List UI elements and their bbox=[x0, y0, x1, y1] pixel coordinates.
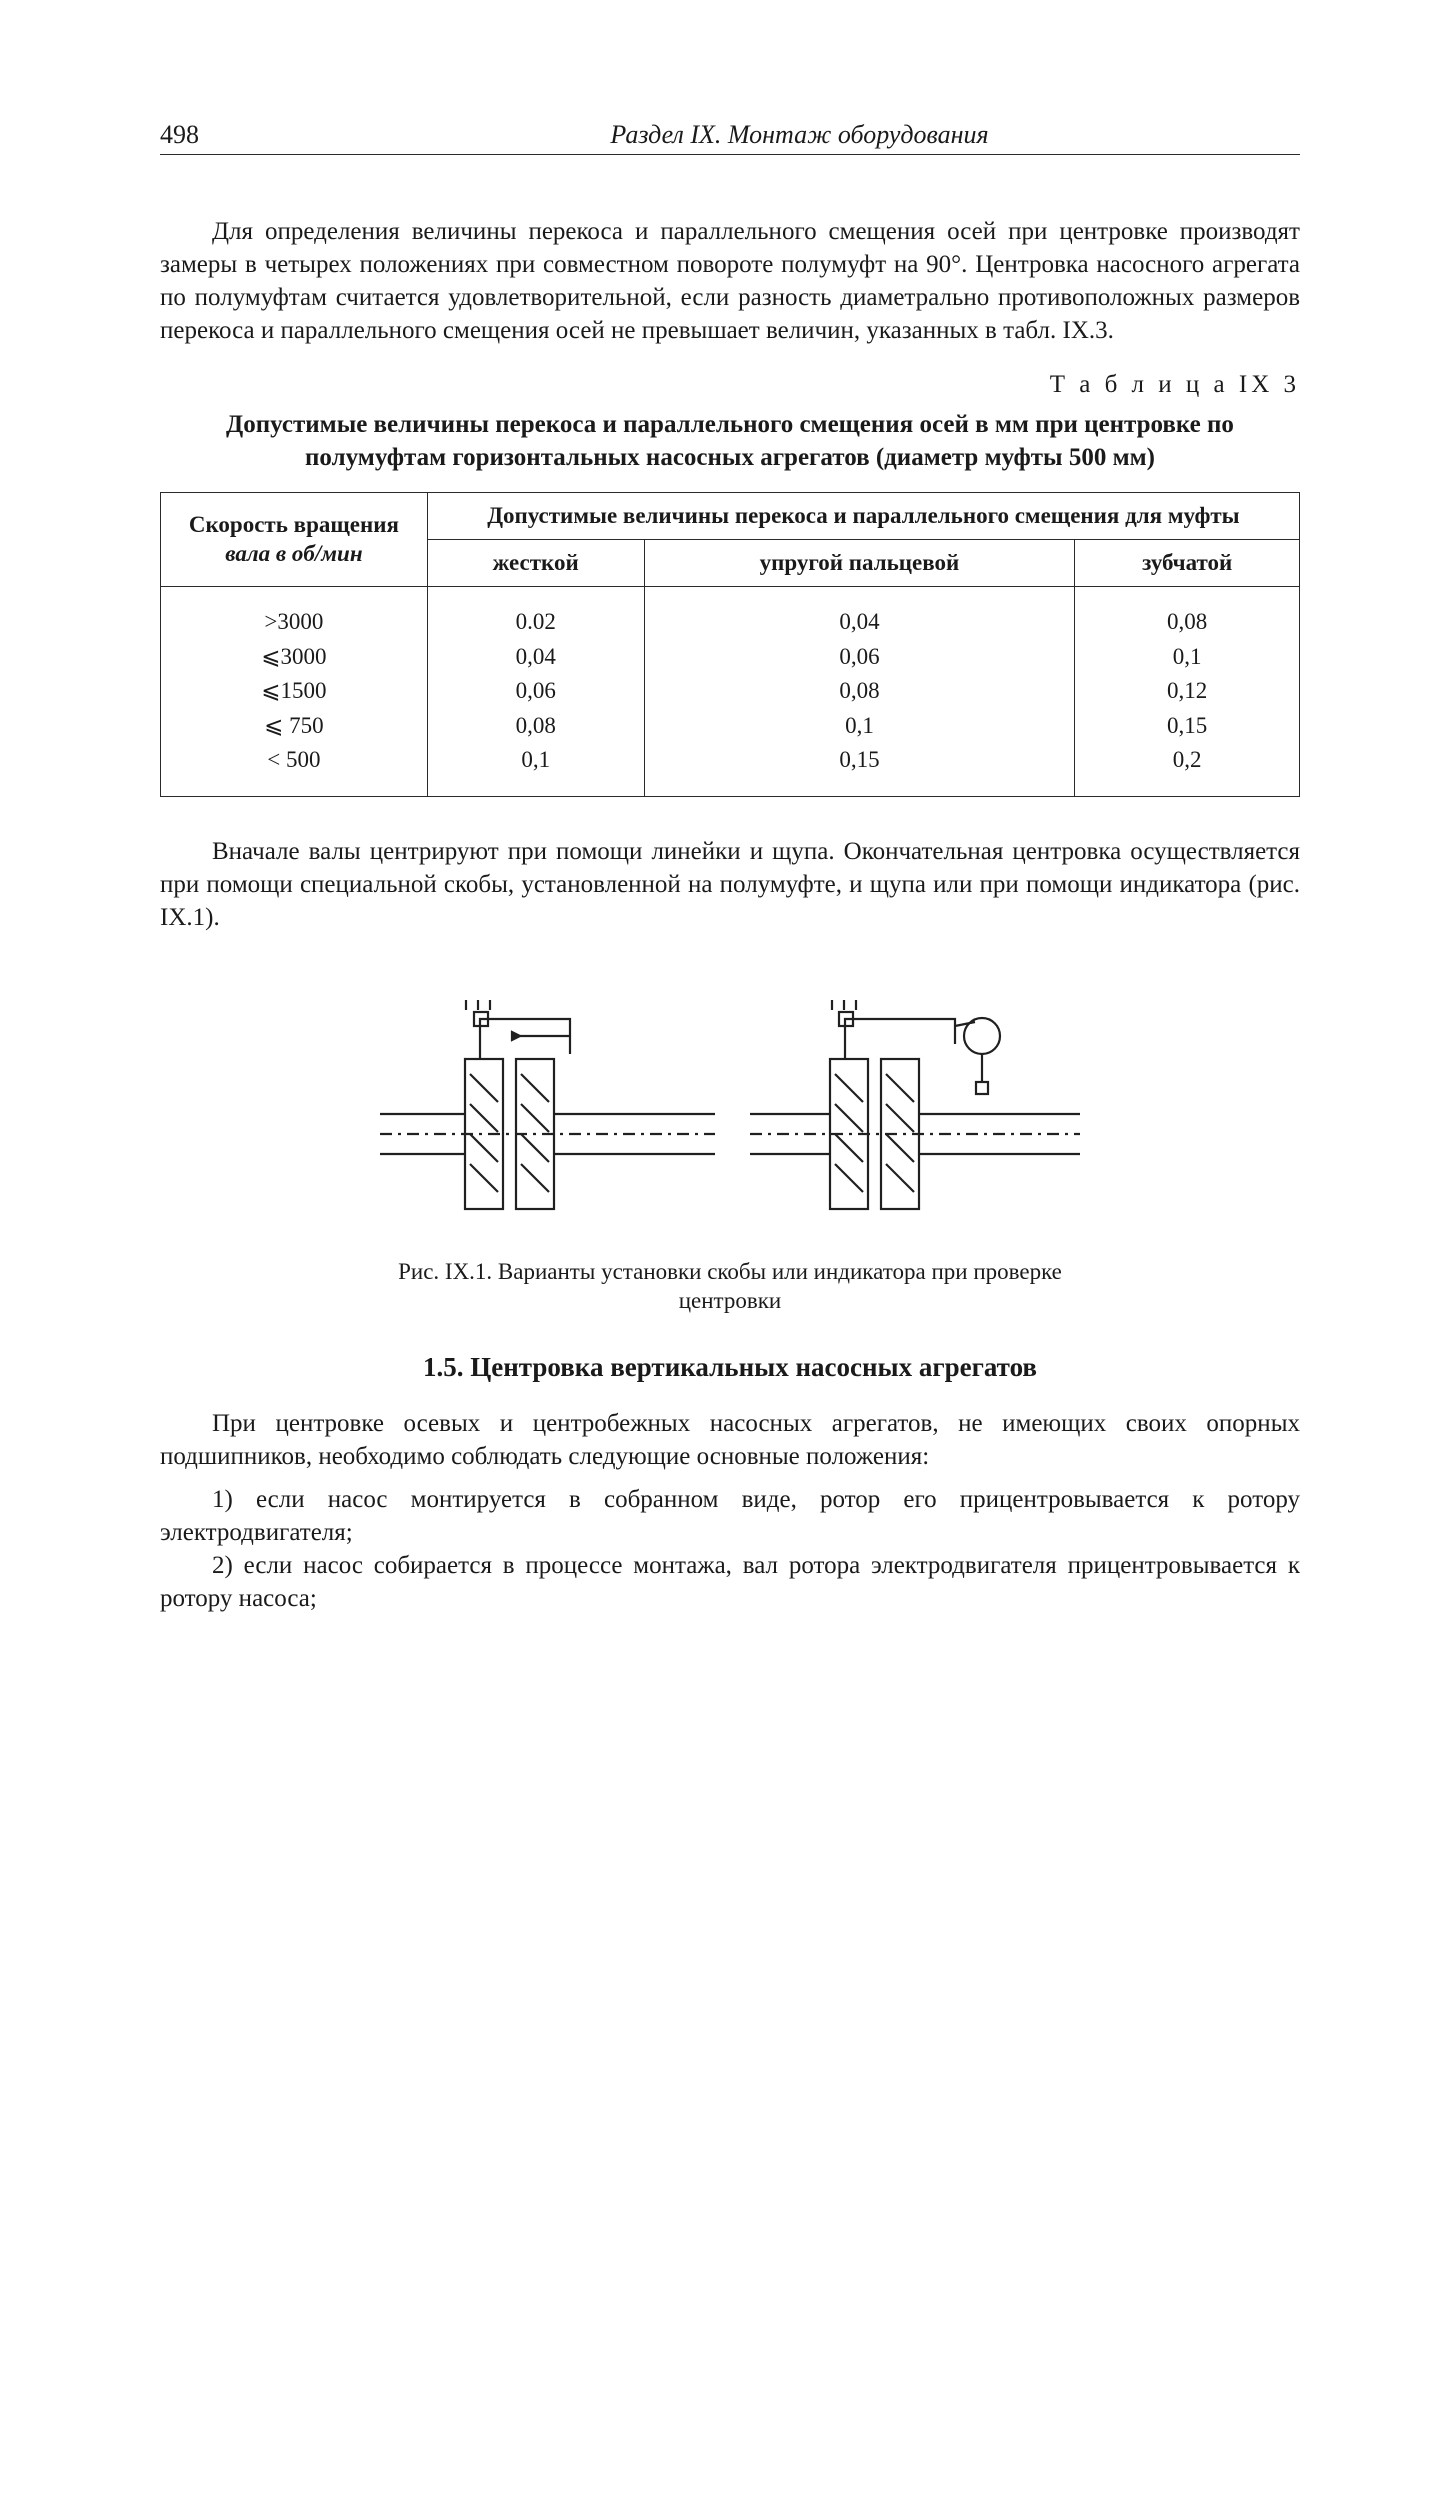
speed-0: >3000 bbox=[264, 609, 323, 634]
page-number: 498 bbox=[160, 120, 199, 150]
c3-0: 0,08 bbox=[1167, 609, 1207, 634]
row-header-l2: вала в об/мин bbox=[225, 541, 362, 566]
c3-3: 0,15 bbox=[1167, 713, 1207, 738]
speed-1: ⩽3000 bbox=[261, 644, 326, 669]
table-data-row: >3000 ⩽3000 ⩽1500 ⩽ 750 < 500 0.02 0,04 … bbox=[161, 587, 1300, 797]
c3-1: 0,1 bbox=[1173, 644, 1202, 669]
c1-3: 0,08 bbox=[516, 713, 556, 738]
c3-4: 0,2 bbox=[1173, 747, 1202, 772]
figure-caption: Рис. IX.1. Варианты установки скобы или … bbox=[390, 1257, 1070, 1317]
col3-cell: 0,08 0,1 0,12 0,15 0,2 bbox=[1075, 587, 1300, 797]
c2-4: 0,15 bbox=[839, 747, 879, 772]
c2-0: 0,04 bbox=[839, 609, 879, 634]
paragraph-intro: Для определения величины перекоса и пара… bbox=[160, 215, 1300, 347]
figure-wrap bbox=[160, 964, 1300, 1249]
c2-3: 0,1 bbox=[845, 713, 874, 738]
col-head-3: зубчатой bbox=[1075, 540, 1300, 587]
table-label: Т а б л и ц а IX 3 bbox=[160, 371, 1300, 399]
col-head-2: упругой пальцевой bbox=[644, 540, 1075, 587]
span-header-cell: Допустимые величины перекоса и параллель… bbox=[427, 493, 1299, 540]
speed-3: ⩽ 750 bbox=[264, 713, 324, 738]
c1-4: 0,1 bbox=[521, 747, 550, 772]
c1-1: 0,04 bbox=[516, 644, 556, 669]
col2-cell: 0,04 0,06 0,08 0,1 0,15 bbox=[644, 587, 1075, 797]
table-header-row-1: Скорость вращения вала в об/мин Допустим… bbox=[161, 493, 1300, 540]
col-head-1: жесткой bbox=[427, 540, 644, 587]
c1-0: 0.02 bbox=[516, 609, 556, 634]
paragraph-procedure: Вначале валы центрируют при помощи линей… bbox=[160, 835, 1300, 934]
speed-cell: >3000 ⩽3000 ⩽1500 ⩽ 750 < 500 bbox=[161, 587, 428, 797]
col1-cell: 0.02 0,04 0,06 0,08 0,1 bbox=[427, 587, 644, 797]
row-header-l1: Скорость вращения bbox=[189, 512, 399, 537]
speed-2: ⩽1500 bbox=[261, 678, 326, 703]
subsection-heading: 1.5. Центровка вертикальных насосных агр… bbox=[160, 1352, 1300, 1383]
table-caption: Допустимые величины перекоса и параллель… bbox=[160, 409, 1300, 474]
page-header: 498 Раздел IX. Монтаж оборудования bbox=[160, 120, 1300, 155]
c2-1: 0,06 bbox=[839, 644, 879, 669]
c2-2: 0,08 bbox=[839, 678, 879, 703]
section-title: Раздел IX. Монтаж оборудования bbox=[299, 120, 1300, 150]
subsection-intro: При центровке осевых и центробежных насо… bbox=[160, 1407, 1300, 1473]
list-item-1: 1) если насос монтируется в собранном ви… bbox=[160, 1483, 1300, 1549]
centering-diagram-icon bbox=[370, 964, 1090, 1244]
c3-2: 0,12 bbox=[1167, 678, 1207, 703]
c1-2: 0,06 bbox=[516, 678, 556, 703]
tolerance-table: Скорость вращения вала в об/мин Допустим… bbox=[160, 492, 1300, 797]
list-item-2: 2) если насос собирается в процессе монт… bbox=[160, 1549, 1300, 1615]
row-header-cell: Скорость вращения вала в об/мин bbox=[161, 493, 428, 587]
speed-4: < 500 bbox=[267, 747, 320, 772]
